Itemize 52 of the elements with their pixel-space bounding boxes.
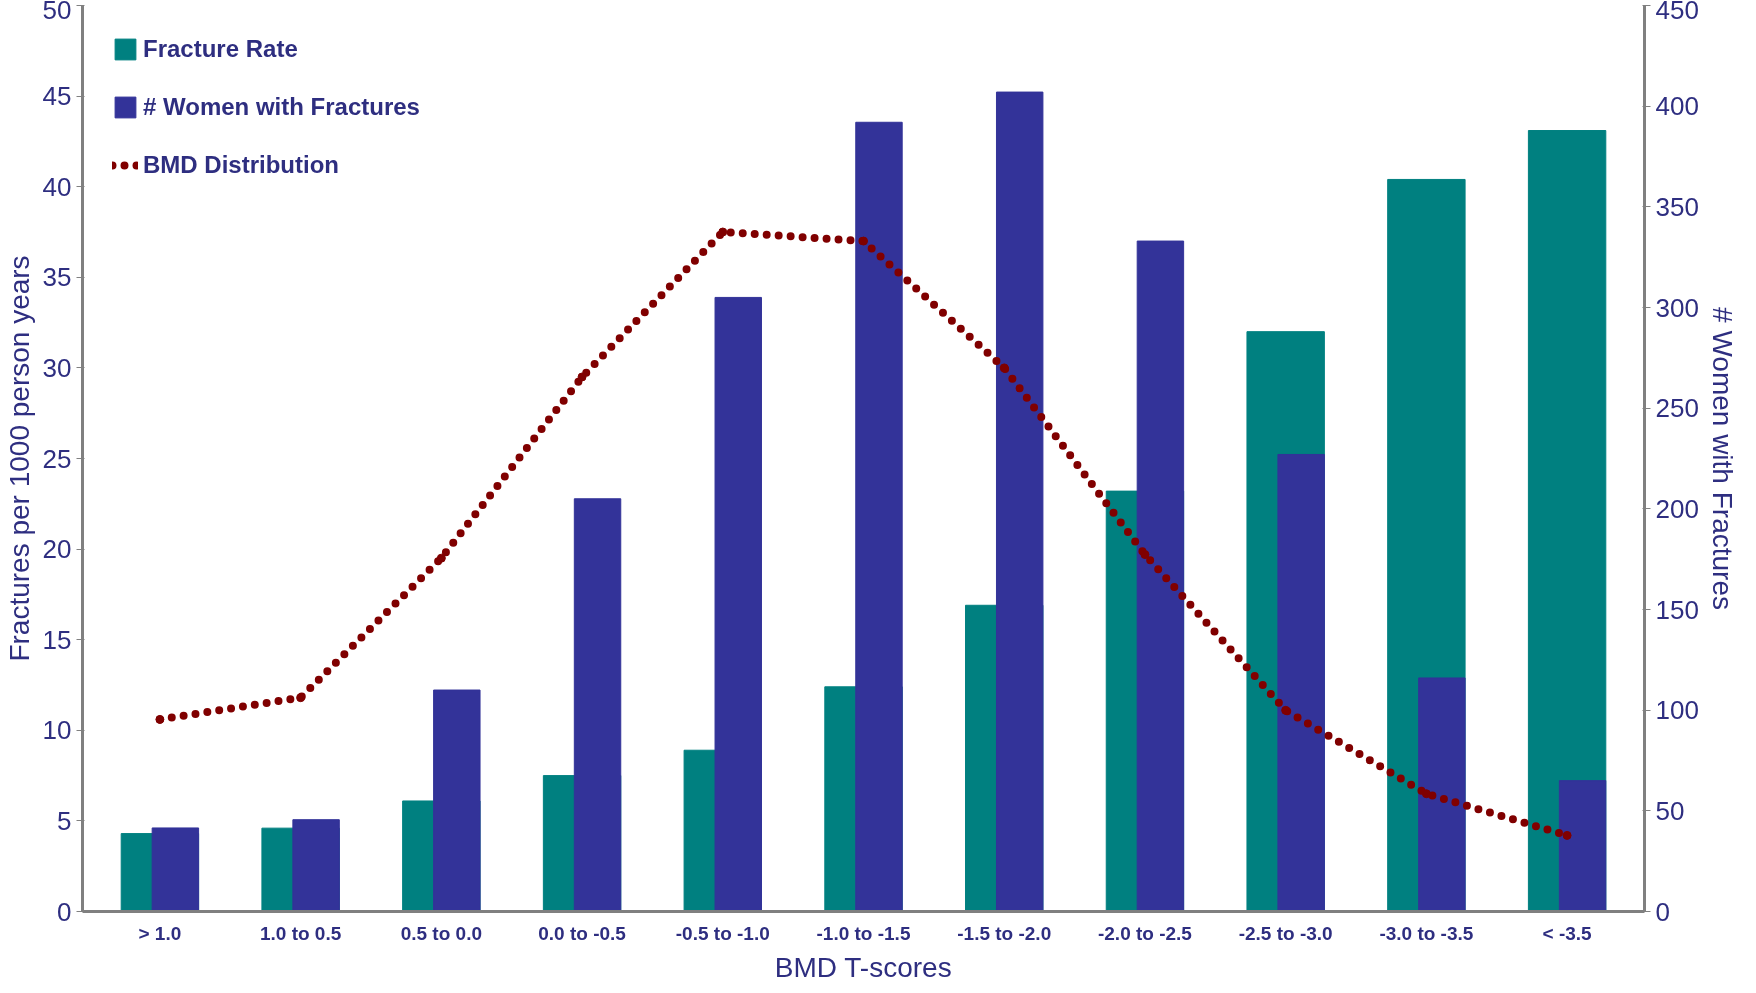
point <box>577 372 587 382</box>
point <box>1140 550 1150 560</box>
point <box>1421 789 1431 799</box>
y-tick-label: 20 <box>42 534 72 565</box>
y2-tick-label: 0 <box>1655 896 1670 927</box>
y2-tick-label: 50 <box>1655 795 1685 826</box>
x-tick-label: -2.5 to -3.0 <box>1238 922 1333 944</box>
y2-tick-label: 250 <box>1655 393 1699 424</box>
y-tick-label: 30 <box>42 352 72 383</box>
y-tick-label: 5 <box>57 805 72 836</box>
point <box>436 553 446 563</box>
y2-tick-label: 300 <box>1655 292 1699 323</box>
y2-axis-title: # Women with Fractures <box>1706 307 1738 610</box>
y-tick-label: 45 <box>42 81 72 112</box>
y-tick-label: 15 <box>42 624 72 655</box>
y-axis-title: Fractures per 1000 person years <box>3 255 35 662</box>
bar <box>1418 677 1466 912</box>
x-tick-label: < -3.5 <box>1542 922 1593 944</box>
y-tick-label: 35 <box>42 262 72 293</box>
x-tick-label: -0.5 to -1.0 <box>675 922 770 944</box>
legend-label: Fracture Rate <box>143 35 298 63</box>
point <box>859 236 868 246</box>
x-tick-label: -3.0 to -3.5 <box>1379 922 1474 944</box>
y2-tick-label: 100 <box>1655 695 1699 726</box>
point <box>155 714 165 724</box>
y-tick-label: 0 <box>57 896 72 927</box>
bar <box>714 296 762 912</box>
y2-tick-label: 350 <box>1655 191 1699 222</box>
x-tick-label: 1.0 to 0.5 <box>259 922 342 944</box>
bar <box>1558 780 1607 912</box>
point <box>1281 705 1291 715</box>
point <box>1562 830 1572 840</box>
point <box>296 693 306 703</box>
x-tick-label: 0.5 to 0.0 <box>400 922 483 944</box>
y2-tick-label: 150 <box>1655 594 1699 625</box>
x-axis-title: BMD T-scores <box>774 951 952 983</box>
y-tick-label: 25 <box>42 443 72 474</box>
y2-tick-label: 400 <box>1655 91 1699 122</box>
point <box>999 363 1009 373</box>
y-tick-label: 40 <box>42 171 72 202</box>
y2-tick-label: 200 <box>1655 493 1699 524</box>
x-tick-label: -2.0 to -2.5 <box>1097 922 1193 944</box>
y-tick-label: 50 <box>42 0 72 25</box>
y2-tick-label: 450 <box>1655 0 1699 25</box>
legend-label: BMD Distribution <box>143 151 339 179</box>
x-tick-label: 0.0 to -0.5 <box>538 922 627 944</box>
legend-label: # Women with Fractures <box>143 93 420 121</box>
point <box>718 227 728 237</box>
x-tick-label: > 1.0 <box>138 922 182 944</box>
x-tick-label: -1.0 to -1.5 <box>816 922 911 944</box>
y-tick-label: 10 <box>42 715 72 746</box>
x-tick-label: -1.5 to -2.0 <box>957 922 1052 944</box>
